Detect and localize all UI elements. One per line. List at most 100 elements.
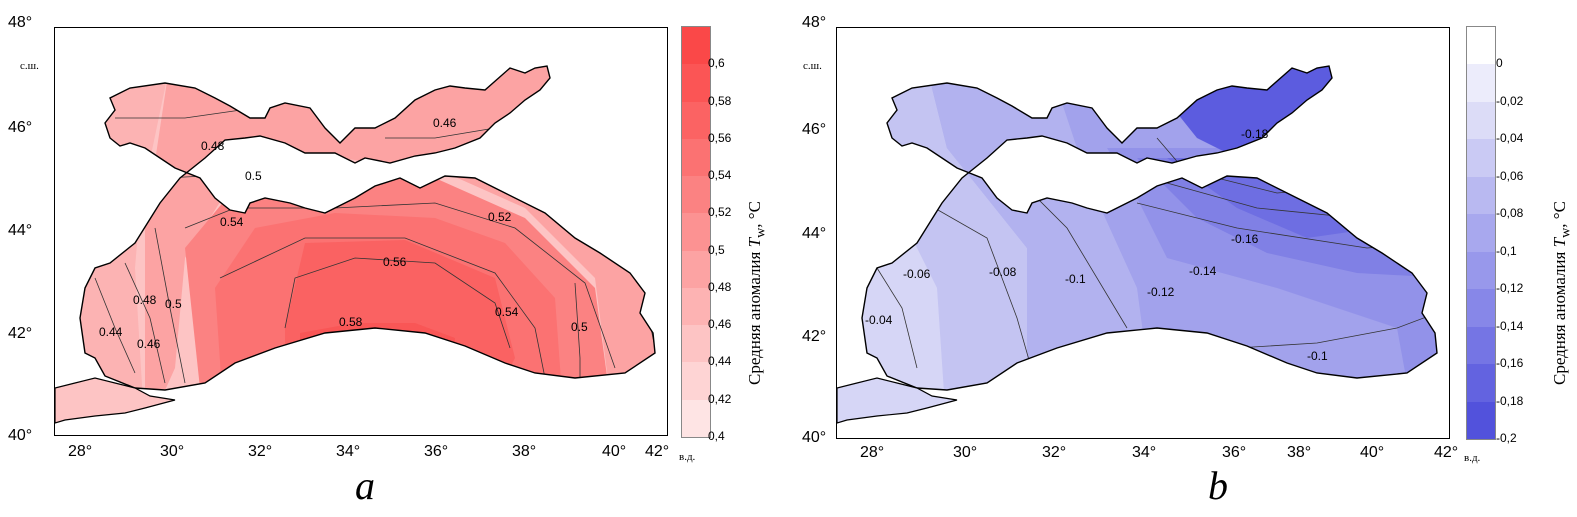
contour-label: -0.14 (1189, 264, 1217, 278)
lon-tick-34: 34° (336, 443, 361, 460)
contour-label: 0.54 (495, 305, 519, 319)
colorbar-label: 0 (1496, 56, 1503, 71)
colorbar-segment (1467, 364, 1495, 403)
lat-tick-48: 48° (802, 14, 827, 31)
contour-label: 0.5 (245, 169, 262, 183)
lon-tick-28: 28° (68, 443, 93, 460)
colorbar-a (681, 26, 711, 438)
lon-unit: в.д. (679, 451, 696, 463)
colorbar-label: 0,4 (708, 429, 725, 443)
contour-label: 0.46 (137, 337, 161, 351)
colorbar-segment (1467, 251, 1495, 290)
colorbar-segment (682, 362, 710, 401)
colorbar-label: 0,54 (708, 168, 732, 183)
lon-tick-40: 40° (1360, 444, 1385, 461)
lon-tick-32: 32° (1042, 444, 1067, 461)
colorbar-label: 0,42 (708, 391, 732, 406)
colorbar-label: 0,58 (708, 93, 732, 108)
contour-label: -0.04 (865, 313, 893, 327)
colorbar-label: -0,1 (1496, 243, 1517, 258)
colorbar-segment (682, 250, 710, 289)
lat-tick-46: 46° (802, 121, 827, 138)
contour-label: -0.1 (1307, 349, 1328, 363)
panel-b: 48° с.ш. 46° 44° 42° 40° (790, 0, 1577, 517)
panel-letter-a: a (355, 463, 375, 508)
colorbar-segment (682, 325, 710, 363)
contour-label: 0.52 (488, 210, 512, 224)
lon-tick-30: 30° (160, 443, 185, 460)
colorbar-segment (1467, 139, 1495, 178)
lat-tick-44: 44° (8, 222, 33, 239)
colorbar-segment (682, 213, 710, 252)
panel-a: 48° с.ш. 46° 44° 42° 40° (8, 14, 768, 508)
colorbar-segment (1467, 64, 1495, 103)
contour-label: 0.56 (383, 255, 407, 269)
colorbar-label: 0,5 (708, 242, 725, 257)
lat-unit: с.ш. (20, 60, 39, 72)
lon-tick-42: 42° (645, 443, 670, 460)
lon-tick-38: 38° (512, 443, 537, 460)
contour-label: 0.48 (133, 293, 157, 307)
lon-tick-38: 38° (1287, 444, 1312, 461)
lat-tick-40: 40° (802, 429, 827, 446)
coastline-a (79, 65, 656, 391)
colorbar-label: -0,02 (1496, 93, 1524, 108)
colorbar-label: -0,16 (1496, 356, 1524, 371)
colorbar-label: -0,2 (1496, 431, 1517, 445)
coastline-b (861, 65, 1438, 391)
lon-tick-34: 34° (1132, 444, 1157, 461)
lon-tick-36: 36° (1222, 444, 1247, 461)
map-plot-b: -0.18 -0.16 -0.14 -0.12 -0.1 -0.08 -0.06… (836, 27, 1450, 439)
colorbar-label: -0,08 (1496, 206, 1524, 221)
lat-tick-44: 44° (802, 225, 827, 242)
colorbar-segment (1467, 27, 1495, 65)
colorbar-segment (1467, 214, 1495, 253)
colorbar-label: -0,14 (1496, 318, 1524, 333)
colorbar-b (1466, 26, 1496, 440)
marmara-sea-b (837, 377, 958, 424)
panel-letter-b: b (1208, 463, 1228, 508)
lat-unit: с.ш. (803, 60, 822, 72)
colorbar-segment (1467, 326, 1495, 365)
contour-label: 0.48 (201, 139, 225, 153)
colorbar-label: 0,52 (708, 205, 732, 220)
colorbar-label: -0,06 (1496, 168, 1524, 183)
colorbar-title: Средняя аномалия Tw, °С (1550, 201, 1574, 385)
lon-unit: в.д. (1464, 452, 1481, 464)
colorbar-label: -0,12 (1496, 281, 1524, 296)
colorbar-segment (682, 138, 710, 177)
colorbar-label: 0,46 (708, 317, 732, 332)
contour-label: 0.5 (165, 297, 182, 311)
colorbar-segment (1467, 176, 1495, 215)
colorbar-segment (682, 176, 710, 214)
contour-label: -0.1 (1065, 272, 1086, 286)
lon-tick-30: 30° (953, 444, 978, 461)
contour-label: 0.46 (433, 116, 457, 130)
colorbar-label: 0,44 (708, 354, 732, 369)
colorbar-segment (682, 287, 710, 326)
contour-label: -0.06 (903, 267, 931, 281)
lat-tick-46: 46° (8, 119, 33, 136)
lat-tick-40: 40° (8, 427, 33, 444)
zone-058 (300, 323, 455, 390)
lat-tick-48: 48° (8, 14, 33, 31)
marmara-sea-a (55, 377, 176, 424)
lon-tick-40: 40° (602, 443, 627, 460)
colorbar-label: -0,04 (1496, 131, 1524, 146)
colorbar-segment (1467, 101, 1495, 140)
lon-tick-32: 32° (248, 443, 273, 460)
contour-label: 0.44 (99, 325, 123, 339)
map-plot-a: 0.46 0.48 0.5 0.54 0.52 0.56 0.48 0.5 0.… (54, 27, 668, 436)
lat-tick-42: 42° (802, 328, 827, 345)
contour-label: 0.5 (571, 320, 588, 334)
contour-label: -0.08 (989, 265, 1017, 279)
colorbar-segment (1467, 401, 1495, 440)
lat-tick-42: 42° (8, 325, 33, 342)
lon-tick-28: 28° (860, 444, 885, 461)
colorbar-segment (682, 27, 710, 65)
contour-label: 0.54 (220, 215, 244, 229)
contour-label: -0.16 (1231, 232, 1259, 246)
colorbar-label: 0,48 (708, 279, 732, 294)
lon-tick-36: 36° (424, 443, 449, 460)
contour-label: -0.18 (1241, 127, 1269, 141)
